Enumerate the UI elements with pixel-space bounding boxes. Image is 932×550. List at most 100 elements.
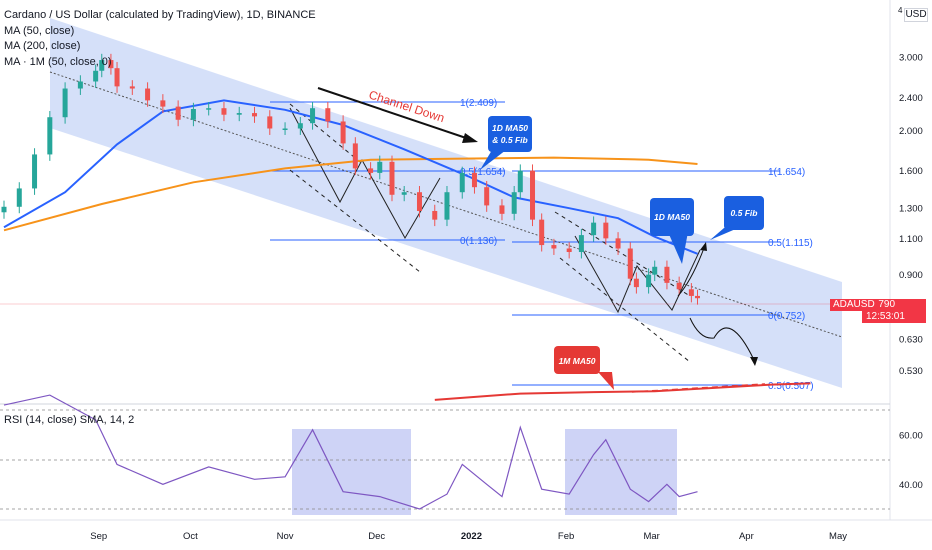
candle-body xyxy=(252,113,258,117)
price-axis-tick: 0.900 xyxy=(899,270,923,281)
candle-body xyxy=(578,235,584,253)
price-axis-tick: 0.530 xyxy=(899,366,923,377)
candle-body xyxy=(694,295,700,299)
candle-body xyxy=(129,86,135,89)
candle-body xyxy=(175,106,181,120)
svg-text:1D MA50: 1D MA50 xyxy=(654,212,690,222)
fib-label-05-b: 0.5(1.115) xyxy=(768,238,813,249)
rsi-axis-tick: 60.00 xyxy=(899,430,923,441)
candle-body xyxy=(325,108,331,122)
rsi-panel[interactable] xyxy=(0,394,890,515)
candle-body xyxy=(511,192,517,214)
ma50-path xyxy=(3,99,698,255)
rsi-axis-tick: 40.00 xyxy=(899,480,923,491)
fib-label-1-top: 1(2.409) xyxy=(460,98,497,109)
price-axis-tick: 1.600 xyxy=(899,166,923,177)
candle-body xyxy=(432,210,438,220)
rsi-path xyxy=(3,394,698,510)
candle-body xyxy=(99,60,105,71)
candle-body xyxy=(62,88,68,118)
candle-body xyxy=(377,161,383,173)
candle-body xyxy=(77,81,83,89)
candle-body xyxy=(459,172,465,193)
ma1m-path xyxy=(434,382,811,401)
rsi-axis-ticks: 60.00 40.00 xyxy=(899,430,923,491)
price-axis-tick: 0.630 xyxy=(899,335,923,346)
time-axis-tick: Nov xyxy=(277,531,294,542)
candle-body xyxy=(416,192,422,211)
candle-body xyxy=(530,170,536,220)
legend-ma50[interactable]: MA (50, close) xyxy=(4,24,75,37)
candle-body xyxy=(471,172,477,188)
price-axis-panel[interactable] xyxy=(890,0,932,520)
svg-text:0.5 Fib: 0.5 Fib xyxy=(731,208,758,218)
fib-levels xyxy=(270,101,780,386)
price-series xyxy=(1,53,700,305)
projection-arrowhead-down xyxy=(750,357,758,366)
rsi-line xyxy=(3,394,698,510)
candle-body xyxy=(297,123,303,129)
candle-body xyxy=(368,168,374,173)
price-tag-value: 0.790 xyxy=(870,299,896,310)
candle-body xyxy=(93,70,99,82)
time-axis-tick: Apr xyxy=(739,531,754,542)
candle-body xyxy=(190,109,196,120)
candle-body xyxy=(206,108,212,110)
price-axis-tick: 2.400 xyxy=(899,93,923,104)
callout-1d-ma50: 1D MA50 xyxy=(650,198,694,264)
fib-label-05-a: 0.5(1.654) xyxy=(460,167,506,178)
channel-down-label: Channel Down xyxy=(367,88,446,126)
rsi-highlight-nov-dec xyxy=(292,429,411,515)
candle-body xyxy=(444,192,450,220)
legend-ma1m[interactable]: MA · 1M (50, close, 0) xyxy=(4,55,112,68)
price-tag-symbol: ADAUSD xyxy=(830,299,878,311)
candle-body xyxy=(633,278,639,288)
ma200-path xyxy=(3,156,698,232)
candle-body xyxy=(499,205,505,214)
candle-body xyxy=(401,192,407,195)
channel-down-arrowhead xyxy=(462,133,478,143)
ma50-line xyxy=(3,99,698,255)
candle-body xyxy=(114,68,120,87)
fib-label-1-b: 1(1.654) xyxy=(768,167,805,178)
ma200-line xyxy=(3,156,698,232)
candle-body xyxy=(340,121,346,144)
fib-label-0-a: 0(1.136) xyxy=(460,236,497,247)
price-axis-tick: 1.100 xyxy=(899,234,923,245)
rsi-highlight-feb-mar xyxy=(565,429,677,515)
time-axis-tick: Sep xyxy=(90,531,107,542)
time-axis-tick: Dec xyxy=(368,531,385,542)
callout-1d-ma50-fib: 1D MA50 & 0.5 Fib xyxy=(480,116,532,170)
legend-ma200[interactable]: MA (200, close) xyxy=(4,40,81,52)
legend-rsi[interactable]: RSI (14, close) SMA, 14, 2 xyxy=(4,414,135,426)
candle-body xyxy=(108,60,114,69)
candle-body xyxy=(539,219,545,246)
time-axis-ticks: Sep Oct Nov Dec 2022 Feb Mar Apr May xyxy=(90,531,847,542)
candle-body xyxy=(47,117,53,155)
candle-body xyxy=(551,245,557,249)
fib-label-05-c: 0.5(0.507) xyxy=(768,381,814,392)
time-axis-tick: Oct xyxy=(183,531,198,542)
channel-down-arrow xyxy=(317,87,473,141)
candle-body xyxy=(267,116,273,129)
price-axis-ticks: 3.000 2.400 2.000 1.600 1.300 1.100 0.900 0.630… xyxy=(899,53,923,377)
chart-legend: Cardano / US Dollar (calculated by Tradi… xyxy=(4,8,316,70)
candle-body xyxy=(591,222,597,236)
time-axis-tick: Feb xyxy=(558,531,574,542)
candle-body xyxy=(221,108,227,115)
candle-body xyxy=(1,206,7,213)
candle-body xyxy=(652,266,658,275)
price-tag-countdown: 12:53:01 xyxy=(866,311,905,322)
candle-body xyxy=(352,143,358,169)
last-price-tag: ADAUSD 0.790 12:53:01 xyxy=(830,299,926,323)
svg-text:1M MA50: 1M MA50 xyxy=(559,356,596,366)
projection-arrowhead-up xyxy=(700,242,707,251)
ma1m-projection xyxy=(631,383,766,393)
sub-channels xyxy=(289,103,691,363)
callout-05-fib: 0.5 Fib xyxy=(710,196,764,240)
svg-text:1D MA50: 1D MA50 xyxy=(492,123,528,133)
fib-label-0-b: 0(0.752) xyxy=(768,311,805,322)
currency-selector[interactable]: USD xyxy=(904,8,928,22)
candle-body xyxy=(310,108,316,124)
